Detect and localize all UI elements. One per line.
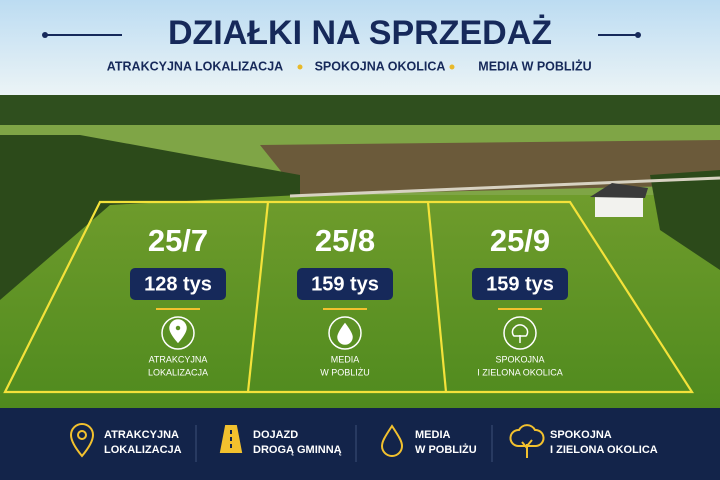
road <box>289 176 720 198</box>
house <box>590 183 648 217</box>
sky <box>0 0 720 100</box>
title: DZIAŁKI NA SPRZEDAŻ <box>168 14 552 52</box>
plot-id: 25/9 <box>490 223 550 258</box>
dot <box>42 32 48 38</box>
plot-price: 159 tys <box>311 273 379 295</box>
plot-id: 25/8 <box>315 223 375 258</box>
dot <box>297 64 303 70</box>
tag: SPOKOJNA OKOLICA <box>315 59 446 73</box>
price-badge <box>130 268 226 300</box>
forest-right <box>650 170 720 270</box>
icon-ring <box>328 316 362 350</box>
icon <box>511 324 529 343</box>
dot <box>635 32 641 38</box>
plowed-field <box>260 140 720 195</box>
footer-label: DROGĄ GMINNĄ <box>253 444 342 456</box>
plots: 25/7 128 tys ATRAKCYJNA LOKALIZACJA 25/8 159 … <box>130 223 568 377</box>
plot-feature: I ZIELONA OKOLICA <box>477 367 563 377</box>
icon-ring <box>503 316 537 350</box>
footer-label: MEDIA <box>415 429 451 441</box>
footer-bar <box>0 408 720 480</box>
plot-id: 25/7 <box>148 223 208 258</box>
plot-feature: ATRAKCYJNA <box>149 354 208 364</box>
plot-feature: W POBLIŻU <box>320 367 370 377</box>
price-badge <box>472 268 568 300</box>
header: DZIAŁKI NA SPRZEDAŻ ATRAKCYJNA LOKALIZAC… <box>42 14 641 73</box>
footer-label: LOKALIZACJA <box>104 444 182 456</box>
forest-left <box>0 135 300 300</box>
plot-feature: LOKALIZACJA <box>148 367 208 377</box>
plot-feature: MEDIA <box>331 354 360 364</box>
icon <box>169 319 187 344</box>
plot-feature: SPOKOJNA <box>495 354 544 364</box>
separators <box>195 425 493 462</box>
footer-label: SPOKOJNA <box>550 429 612 441</box>
footer-label: ATRAKCYJNA <box>104 429 179 441</box>
footer-text: ATRAKCYJNA LOKALIZACJA DOJAZD DROGĄ GMINNĄ M… <box>104 429 658 456</box>
plot-price: 128 tys <box>144 273 212 295</box>
tag: ATRAKCYJNA LOKALIZACJA <box>107 59 283 73</box>
grass <box>0 195 720 410</box>
plot-outlines <box>3 200 695 394</box>
tag: MEDIA W POBLIŻU <box>478 58 591 73</box>
dot <box>449 64 455 70</box>
footer-label: DOJAZD <box>253 429 298 441</box>
footer-label: W POBLIŻU <box>415 443 477 456</box>
footer-icons <box>69 423 545 458</box>
icon <box>337 322 353 345</box>
icon-ring <box>161 316 195 350</box>
footer-label: I ZIELONA OKOLICA <box>550 444 658 456</box>
plot-price: 159 tys <box>486 273 554 295</box>
price-badge <box>297 268 393 300</box>
